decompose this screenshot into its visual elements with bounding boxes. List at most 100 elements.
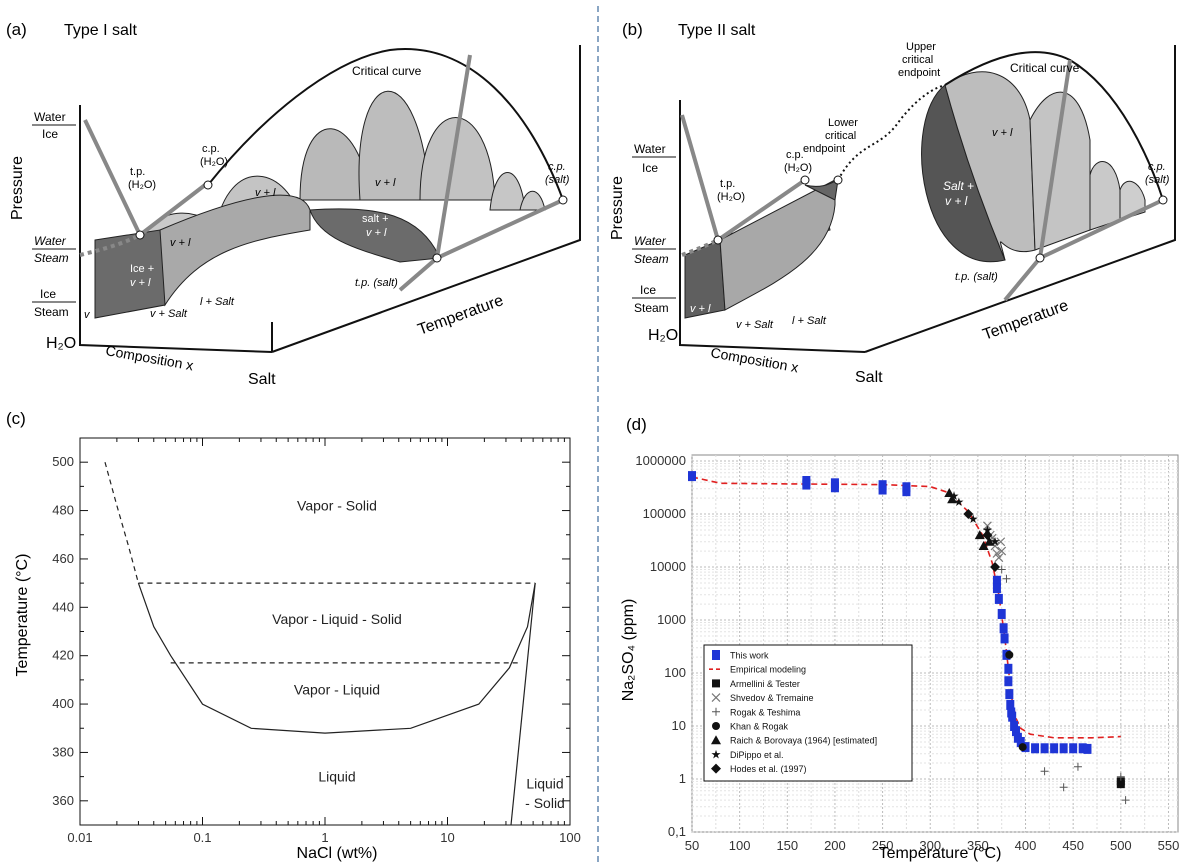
- chart-c-region-label: Liquid: [318, 768, 355, 784]
- chart-c-ytick-label: 420: [52, 648, 74, 663]
- b-vl-dome-3: [1089, 161, 1121, 231]
- chart-d-point-shvedov: [994, 553, 1004, 563]
- chart-c-ytick-label: 500: [52, 454, 74, 469]
- chart-c-xtick-label: 1: [321, 830, 328, 845]
- label-cp-salt: c.p.: [548, 161, 566, 173]
- chart-c-ytick-label: 460: [52, 551, 74, 566]
- chart-d-point-khan: [712, 722, 720, 730]
- chart-d-point-khan: [1018, 743, 1027, 752]
- b-label-lower-2: critical: [825, 130, 856, 142]
- b-label-water-steam-top: Water: [634, 234, 667, 248]
- chart-d-point-this-work: [1040, 743, 1049, 754]
- chart-d-point-rogak: [1059, 783, 1068, 792]
- label-ice-steam-bot: Steam: [34, 305, 69, 319]
- chart-d-point-this-work: [1012, 726, 1020, 737]
- b-label-lower-3: endpoint: [803, 143, 845, 155]
- chart-d-xtick-label: 400: [1015, 838, 1037, 853]
- chart-c-region-label: - Solid: [525, 795, 565, 811]
- temperature-axis-b: [864, 45, 1176, 353]
- chart-d-xlabel: Temperature (°C): [879, 845, 1002, 862]
- chart-d-point-dipippo: ★: [968, 512, 979, 526]
- label-tp-h2o: t.p.: [130, 166, 145, 178]
- label-vl-3: v + l: [170, 237, 191, 249]
- b-label-ice-steam-bot: Steam: [634, 301, 669, 315]
- chart-c-frame: [79, 437, 571, 826]
- panel-b-title: Type II salt: [678, 22, 756, 39]
- chart-d-ytick-label: 0,1: [668, 824, 686, 839]
- b-h2o-dashed: [681, 238, 719, 257]
- chart-d-point-this-work: [1059, 743, 1068, 754]
- chart-d-point-rogak: [712, 707, 720, 716]
- chart-d-ytick-label: 10: [672, 718, 686, 733]
- b-label-vl-small: v + l: [690, 303, 711, 315]
- b-label-salt-vl-1: Salt +: [943, 179, 974, 193]
- tp-h2o-point: [135, 230, 145, 240]
- chart-c-region-label: Vapor - Solid: [297, 498, 377, 514]
- chart-d-point-khan: [1005, 650, 1014, 659]
- chart-d-point-shvedov: [711, 693, 721, 703]
- chart-d-point-rogak: [1040, 767, 1049, 776]
- b-label-cp-h2o-sub: (H₂O): [784, 162, 812, 174]
- label-salt-a: Salt: [248, 371, 276, 388]
- b-label-tp-salt: t.p. (salt): [955, 271, 998, 283]
- b-label-critical-curve: Critical curve: [1010, 61, 1080, 75]
- chart-d-legend-label: Raich & Borovaya (1964) [estimated]: [730, 736, 877, 746]
- b-label-water-steam-bot: Steam: [634, 252, 669, 266]
- chart-d-point-this-work: [1004, 676, 1013, 687]
- chart-d-point-this-work: [997, 608, 1006, 619]
- axis-label-pressure-b: Pressure: [609, 176, 626, 240]
- chart-d-point-hodes: [963, 509, 974, 520]
- chart-d-point-dipippo: ★: [949, 489, 960, 503]
- chart-c-ytick-label: 400: [52, 696, 74, 711]
- chart-d-legend-label: Empirical modeling: [730, 665, 806, 675]
- chart-d-xtick-label: 100: [729, 838, 751, 853]
- chart-d-point-this-work: [712, 650, 720, 660]
- salt-melting-line: [435, 54, 472, 259]
- label-ice-vl-2: v + l: [130, 277, 151, 289]
- label-cp-h2o-sub: (H₂O): [200, 156, 228, 168]
- cp-salt-point: [558, 195, 568, 205]
- front-axes-b: [679, 100, 866, 353]
- vl-surface: [159, 194, 311, 307]
- vl-dome-5: [519, 190, 546, 211]
- b-salt-melting-line: [1038, 59, 1072, 259]
- critical-curve: [207, 48, 564, 201]
- chart-d-ytick-label: 1000: [657, 612, 686, 627]
- b-label-vl: v + l: [992, 127, 1013, 139]
- b-label-ice-steam-top: Ice: [640, 283, 656, 297]
- chart-d-point-dipippo: ★: [711, 747, 722, 761]
- chart-d-point-dipippo: ★: [982, 523, 993, 537]
- chart-d-point-raich: [947, 494, 958, 504]
- label-ice-vl: Ice +: [130, 263, 154, 275]
- chart-d-point-this-work: [1050, 743, 1059, 754]
- chart-c-xtick-label: 100: [559, 830, 581, 845]
- label-cp-h2o: c.p.: [202, 143, 220, 155]
- panel-a-letter: (a): [6, 20, 27, 39]
- b-label-upper-1: Upper: [906, 41, 936, 53]
- chart-d-point-this-work: [830, 482, 839, 493]
- chart-d-xtick-label: 250: [872, 838, 894, 853]
- chart-d-point-armellini: [712, 679, 720, 688]
- label-cp-salt-sub: (salt): [545, 174, 570, 186]
- b-label-water-ice-bot: Ice: [642, 161, 658, 175]
- chart-c-xtick-label: 0.01: [67, 830, 92, 845]
- chart-d-point-hodes: [982, 530, 993, 541]
- chart-d-xtick-label: 300: [919, 838, 941, 853]
- chart-d-xtick-label: 150: [776, 838, 798, 853]
- vl-dome-4: [489, 172, 526, 211]
- chart-d-point-shvedov: [997, 546, 1007, 556]
- chart-d-point-this-work: [1069, 743, 1078, 754]
- chart-d-point-this-work: [1006, 699, 1015, 710]
- chart-d-point-raich: [978, 540, 989, 550]
- chart-d-xtick-label: 500: [1110, 838, 1132, 853]
- temperature-axis: [271, 45, 581, 353]
- chart-d-legend-label: Shvedov & Tremaine: [730, 693, 814, 703]
- chart-d-ytick-label: 10000: [650, 559, 686, 574]
- chart-d-legend-label: Khan & Rogak: [730, 722, 789, 732]
- chart-d-point-rogak: [1002, 574, 1011, 583]
- chart-d-point-this-work: [994, 593, 1003, 604]
- chart-d-xtick-label: 450: [1062, 838, 1084, 853]
- chart-d-legend-box: [703, 644, 913, 782]
- h2o-dashed-line: [79, 233, 141, 257]
- chart-d-ytick-label: 100000: [643, 506, 686, 521]
